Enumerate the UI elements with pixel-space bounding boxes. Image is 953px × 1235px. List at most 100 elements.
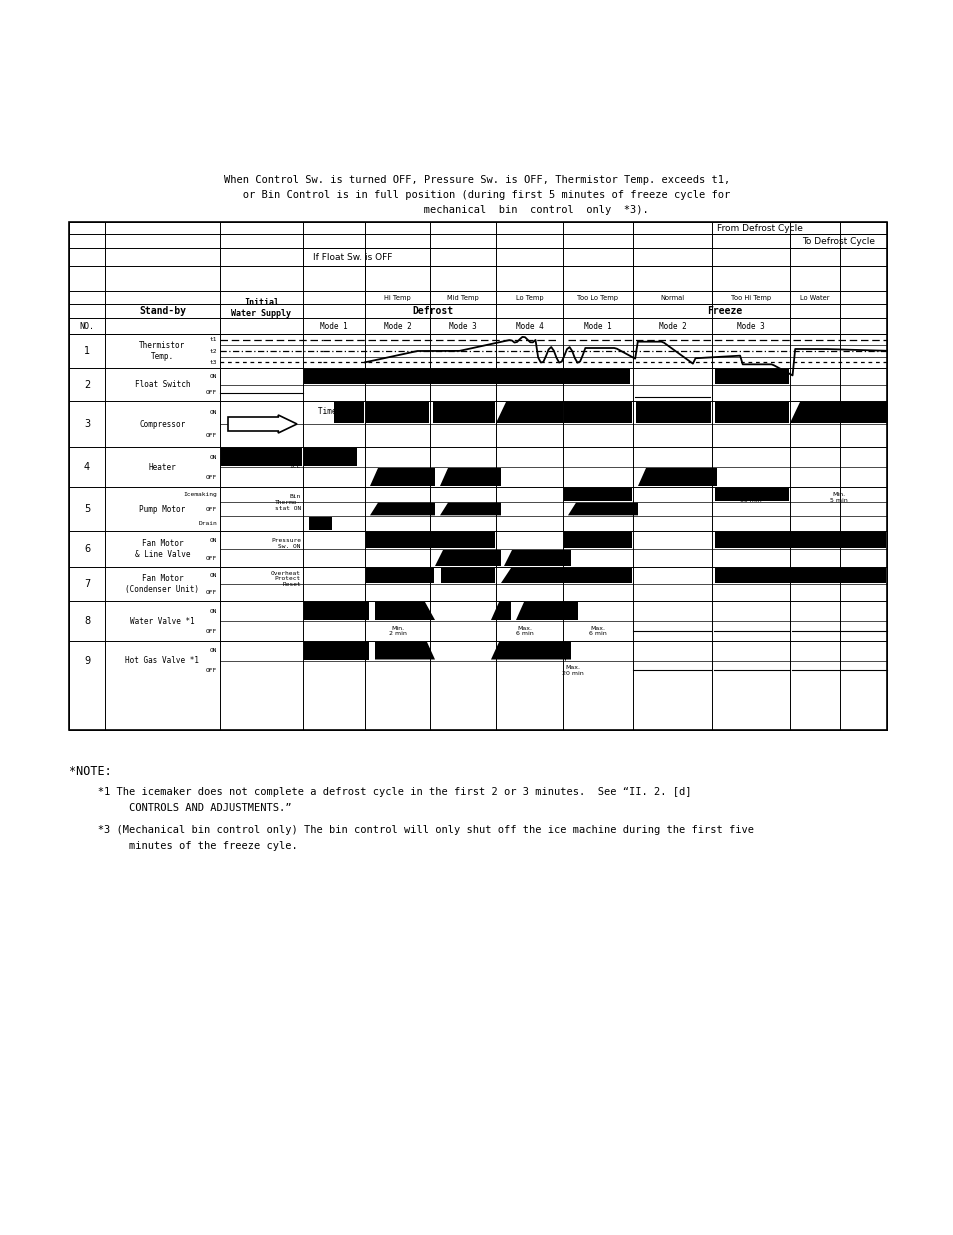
Text: Max.
6 min: Max. 6 min (515, 626, 533, 636)
Polygon shape (567, 503, 638, 515)
FancyArrow shape (228, 415, 296, 433)
Polygon shape (439, 468, 500, 487)
Text: minutes of the freeze cyle.: minutes of the freeze cyle. (79, 841, 297, 851)
Text: t3: t3 (210, 359, 216, 364)
Text: Mode 3: Mode 3 (737, 321, 764, 331)
Text: *3 (Mechanical bin control only) The bin control will only shut off the ice mach: *3 (Mechanical bin control only) The bin… (79, 825, 753, 835)
Polygon shape (439, 503, 500, 515)
Text: OFF: OFF (206, 629, 216, 634)
Text: Heater: Heater (149, 462, 176, 472)
Text: 5: 5 (84, 504, 90, 514)
Bar (365, 291, 562, 304)
Text: OFF: OFF (206, 506, 216, 511)
Bar (636, 403, 710, 424)
Bar (365, 266, 633, 291)
Text: Pump Motor: Pump Motor (139, 505, 186, 514)
Polygon shape (638, 468, 717, 487)
Text: If Float Sw. is OFF: If Float Sw. is OFF (313, 252, 392, 262)
Polygon shape (500, 568, 567, 583)
Polygon shape (370, 468, 435, 487)
Text: Defrost: Defrost (412, 306, 453, 316)
Polygon shape (370, 503, 435, 515)
Bar (633, 266, 711, 304)
Text: 2: 2 (84, 379, 90, 389)
Text: Lo Temp: Lo Temp (516, 294, 543, 300)
Polygon shape (435, 550, 500, 566)
Bar (440, 568, 495, 583)
Text: 4: 4 (84, 462, 90, 472)
Bar (563, 532, 631, 548)
Text: Mode 2: Mode 2 (658, 321, 685, 331)
Bar (303, 248, 633, 266)
Text: ON: ON (210, 410, 216, 415)
Polygon shape (375, 642, 435, 659)
Text: From Defrost Cycle: From Defrost Cycle (717, 224, 802, 232)
Text: 7: 7 (84, 579, 90, 589)
Text: Fan Motor
(Condenser Unit): Fan Motor (Condenser Unit) (126, 574, 199, 594)
Text: Mode 4: Mode 4 (515, 321, 543, 331)
Text: OFF: OFF (206, 474, 216, 479)
Bar (433, 403, 495, 424)
Text: Hot Gas Valve *1: Hot Gas Valve *1 (126, 656, 199, 664)
Bar (221, 448, 302, 466)
Text: Initial
Water Supply: Initial Water Supply (232, 299, 292, 317)
Text: ON: ON (210, 454, 216, 459)
Text: Stand-by: Stand-by (139, 306, 186, 316)
Text: Hi Temp: Hi Temp (384, 294, 411, 300)
Text: Min.
5 min: Min. 5 min (829, 492, 846, 503)
Text: Icemaking: Icemaking (183, 492, 216, 496)
Polygon shape (491, 642, 571, 659)
Text: Drain: Drain (198, 521, 216, 526)
Text: Mode 1: Mode 1 (583, 321, 611, 331)
Bar (304, 448, 356, 466)
Text: Lo Water: Lo Water (800, 294, 829, 300)
Text: Bin
Thermo-
stat ON: Bin Thermo- stat ON (274, 494, 301, 511)
Text: *NOTE:: *NOTE: (69, 764, 112, 778)
Text: Thermistor
Temp.: Thermistor Temp. (139, 341, 186, 361)
Text: OFF: OFF (206, 390, 216, 395)
Text: Max.
20 min: Max. 20 min (561, 664, 583, 676)
Text: Pressure
Sw. ON: Pressure Sw. ON (271, 538, 301, 550)
Text: Max.
60 min: Max. 60 min (740, 492, 761, 503)
Bar (366, 532, 495, 548)
Text: or Bin Control is in full position (during first 5 minutes of freeze cycle for: or Bin Control is in full position (duri… (224, 190, 729, 200)
Polygon shape (375, 601, 435, 620)
Text: Water Valve *1: Water Valve *1 (130, 616, 194, 625)
Text: Too Lo Temp: Too Lo Temp (577, 294, 618, 300)
Polygon shape (503, 550, 571, 566)
Text: OFF: OFF (206, 433, 216, 438)
Text: Fan Motor
& Line Valve: Fan Motor & Line Valve (134, 540, 190, 558)
Polygon shape (789, 403, 886, 424)
Text: 3: 3 (84, 419, 90, 429)
Text: NO.: NO. (79, 321, 94, 331)
Bar (714, 488, 788, 500)
Bar (366, 403, 429, 424)
Bar (633, 222, 886, 233)
Text: When Control Sw. is turned OFF, Pressure Sw. is OFF, Thermistor Temp. exceeds t1: When Control Sw. is turned OFF, Pressure… (224, 175, 729, 185)
Bar (366, 568, 434, 583)
Text: 1: 1 (84, 346, 90, 356)
Bar (789, 233, 886, 248)
Text: OFF: OFF (206, 668, 216, 673)
Text: 6: 6 (84, 543, 90, 555)
Bar (714, 532, 885, 548)
Text: Too Hi Temp: Too Hi Temp (730, 294, 770, 300)
Text: 9: 9 (84, 656, 90, 666)
Bar (563, 568, 631, 583)
Text: *1 The icemaker does not complete a defrost cycle in the first 2 or 3 minutes.  : *1 The icemaker does not complete a defr… (79, 787, 691, 797)
Text: ON: ON (210, 573, 216, 578)
Text: Time Up: Time Up (317, 406, 350, 415)
Polygon shape (491, 601, 511, 620)
Text: OFF: OFF (206, 590, 216, 595)
Text: ON: ON (210, 648, 216, 653)
Text: ON: ON (210, 609, 216, 614)
Text: Control
Sw. in
ICE: Control Sw. in ICE (274, 453, 301, 469)
Text: ON: ON (210, 537, 216, 542)
Text: ON: ON (210, 374, 216, 379)
Text: Freeze: Freeze (706, 306, 741, 316)
Text: CONTROLS AND ADJUSTMENTS.”: CONTROLS AND ADJUSTMENTS.” (79, 803, 292, 813)
Text: Overheat
Protect
Reset: Overheat Protect Reset (271, 571, 301, 587)
Bar (304, 601, 369, 620)
Text: OFF: OFF (206, 556, 216, 561)
Text: Mode 1: Mode 1 (320, 321, 348, 331)
